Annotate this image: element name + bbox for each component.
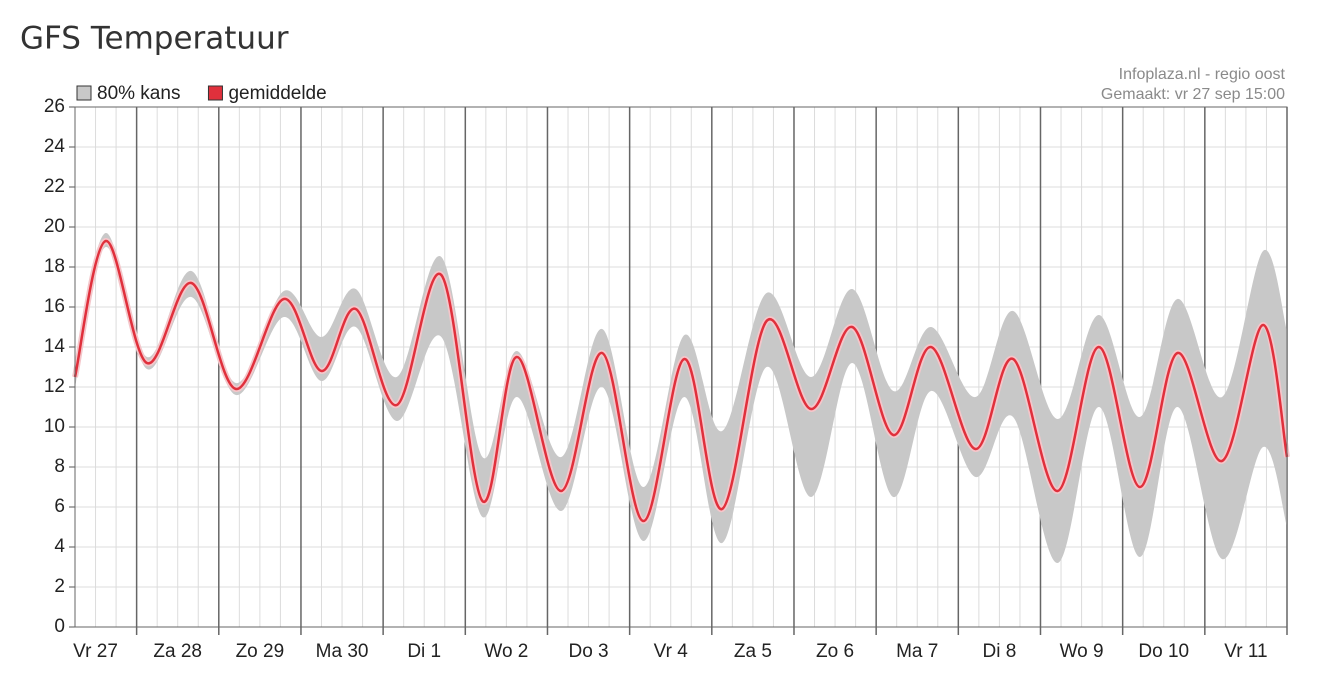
made-note: Gemaakt: vr 27 sep 15:00 xyxy=(1101,86,1285,103)
legend-label: 80% kans xyxy=(97,83,180,104)
y-tick-label: 8 xyxy=(54,456,65,477)
x-tick-label: Za 28 xyxy=(153,641,202,662)
x-tick-label: Ma 30 xyxy=(316,641,369,662)
mean-line xyxy=(73,239,1289,523)
y-tick-label: 4 xyxy=(54,536,65,557)
y-tick-label: 12 xyxy=(44,376,65,397)
x-tick-label: Wo 9 xyxy=(1060,641,1104,662)
legend-label: gemiddelde xyxy=(228,83,326,104)
x-tick-label: Ma 7 xyxy=(896,641,938,662)
x-tick-label: Zo 29 xyxy=(236,641,285,662)
y-tick-label: 6 xyxy=(54,496,65,517)
x-tick-label: Zo 6 xyxy=(816,641,854,662)
x-tick-label: Do 3 xyxy=(568,641,608,662)
y-tick-label: 16 xyxy=(44,296,65,317)
x-tick-label: Vr 27 xyxy=(73,641,118,662)
y-tick-label: 10 xyxy=(44,416,65,437)
x-tick-label: Di 8 xyxy=(983,641,1017,662)
y-tick-label: 2 xyxy=(54,576,65,597)
chart-title: GFS Temperatuur xyxy=(20,21,289,57)
x-tick-label: Vr 11 xyxy=(1224,641,1267,662)
y-tick-label: 20 xyxy=(44,216,65,237)
legend-swatch xyxy=(76,85,92,101)
y-tick-label: 0 xyxy=(54,616,65,637)
y-tick-label: 18 xyxy=(44,256,65,277)
x-tick-label: Wo 2 xyxy=(484,641,528,662)
source-note: Infoplaza.nl - regio oost xyxy=(1119,66,1286,83)
y-tick-label: 24 xyxy=(44,136,66,157)
plot-frame xyxy=(74,106,1288,628)
y-tick-label: 26 xyxy=(44,96,65,117)
x-tick-label: Za 5 xyxy=(734,641,772,662)
y-tick-label: 14 xyxy=(44,336,66,357)
confidence-band xyxy=(75,232,1287,564)
x-tick-label: Vr 4 xyxy=(654,641,689,662)
y-tick-label: 22 xyxy=(44,176,65,197)
x-tick-label: Di 1 xyxy=(407,641,441,662)
x-tick-label: Do 10 xyxy=(1138,641,1189,662)
legend-swatch xyxy=(207,85,223,101)
